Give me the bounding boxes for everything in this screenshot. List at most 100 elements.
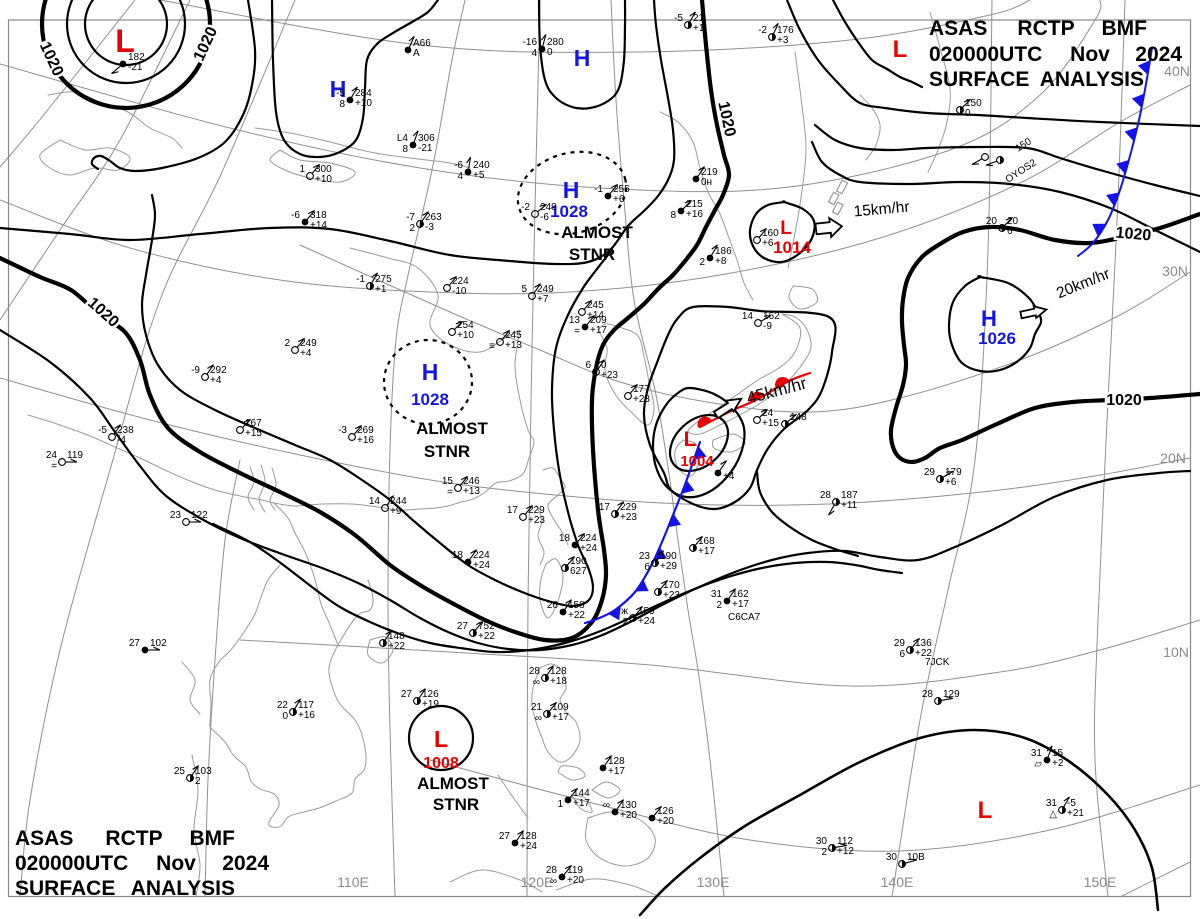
svg-text:119: 119 <box>67 450 83 461</box>
svg-text:30: 30 <box>886 852 898 863</box>
svg-text:C6CA7: C6CA7 <box>728 612 761 623</box>
svg-text:17: 17 <box>507 505 519 516</box>
svg-text:L: L <box>893 36 908 63</box>
svg-text:≡: ≡ <box>489 341 495 352</box>
svg-text:0: 0 <box>282 711 288 722</box>
svg-text:-4: -4 <box>117 435 126 446</box>
svg-text:+10: +10 <box>355 98 372 109</box>
svg-text:148: 148 <box>790 412 807 423</box>
svg-text:+12: +12 <box>837 846 854 857</box>
svg-text:+17: +17 <box>732 599 749 610</box>
svg-text:110E: 110E <box>337 874 369 890</box>
svg-text:∞: ∞ <box>533 677 540 688</box>
svg-text:7JCK: 7JCK <box>925 657 950 668</box>
svg-text:10N: 10N <box>1163 644 1189 660</box>
svg-text:0: 0 <box>601 360 607 371</box>
svg-text:2024: 2024 <box>222 852 269 875</box>
svg-text:H: H <box>563 177 580 203</box>
svg-text:+3: +3 <box>777 35 789 46</box>
svg-text:117: 117 <box>298 700 314 711</box>
svg-text:15: 15 <box>1052 748 1064 759</box>
svg-text:∞: ∞ <box>603 800 610 811</box>
svg-text:2: 2 <box>409 223 415 234</box>
svg-text:215: 215 <box>686 199 703 210</box>
svg-text:+20: +20 <box>567 875 584 886</box>
svg-text:-9: -9 <box>763 321 772 332</box>
svg-text:-6: -6 <box>540 212 549 223</box>
svg-text:14: 14 <box>369 496 381 507</box>
svg-text:31: 31 <box>711 589 723 600</box>
svg-text:119: 119 <box>567 865 583 876</box>
svg-text:-21: -21 <box>128 62 143 73</box>
svg-text:292: 292 <box>210 365 227 376</box>
svg-text:SURFACE: SURFACE <box>15 877 115 900</box>
svg-text:+14: +14 <box>587 310 604 321</box>
svg-text:+15: +15 <box>762 418 779 429</box>
svg-text:+4: +4 <box>210 375 222 386</box>
svg-text:224: 224 <box>473 550 490 561</box>
svg-text:+17: +17 <box>590 325 607 336</box>
svg-text:28: 28 <box>546 865 558 876</box>
svg-text:29: 29 <box>894 638 906 649</box>
svg-text:14: 14 <box>742 311 754 322</box>
svg-text:+15: +15 <box>245 428 262 439</box>
svg-text:+18: +18 <box>550 676 567 687</box>
svg-text:+17: +17 <box>698 546 715 557</box>
svg-text:31: 31 <box>1046 798 1058 809</box>
svg-text:150: 150 <box>965 98 982 109</box>
svg-text:Nov: Nov <box>156 852 196 875</box>
svg-text:L: L <box>780 218 792 239</box>
svg-text:144: 144 <box>573 788 590 799</box>
svg-text:+8: +8 <box>715 256 727 267</box>
svg-text:+24: +24 <box>638 616 655 627</box>
svg-text:229: 229 <box>528 505 545 516</box>
svg-text:2: 2 <box>622 617 628 628</box>
svg-text:187: 187 <box>841 490 858 501</box>
svg-text:6: 6 <box>1007 226 1013 237</box>
svg-text:+16: +16 <box>298 710 315 721</box>
svg-text:+17: +17 <box>573 798 590 809</box>
svg-text:229: 229 <box>620 502 637 513</box>
svg-text:179: 179 <box>945 467 962 478</box>
svg-text:-7: -7 <box>406 212 415 223</box>
svg-text:148: 148 <box>388 631 405 642</box>
svg-text:24: 24 <box>762 408 774 419</box>
svg-text:=: = <box>51 461 57 472</box>
svg-text:STNR: STNR <box>569 245 615 264</box>
svg-text:112: 112 <box>837 836 853 847</box>
svg-text:+23: +23 <box>601 370 618 381</box>
svg-text:А: А <box>413 48 420 59</box>
svg-text:25: 25 <box>174 766 186 777</box>
svg-text:+10: +10 <box>315 174 332 185</box>
svg-text:+24: +24 <box>473 560 490 571</box>
svg-text:+22: +22 <box>915 648 932 659</box>
svg-text:109: 109 <box>552 702 569 713</box>
svg-text:224: 224 <box>452 276 469 287</box>
svg-text:-1: -1 <box>356 274 365 285</box>
svg-text:ALMOST: ALMOST <box>416 419 488 438</box>
svg-text:30: 30 <box>816 836 828 847</box>
svg-text:+23: +23 <box>633 394 650 405</box>
svg-text:8: 8 <box>670 210 676 221</box>
svg-text:=: = <box>574 326 580 337</box>
svg-text:170: 170 <box>663 580 680 591</box>
svg-text:263: 263 <box>425 212 442 223</box>
svg-text:+16: +16 <box>357 435 374 446</box>
svg-text:224: 224 <box>580 533 597 544</box>
svg-text:+23: +23 <box>663 590 680 601</box>
svg-text:159: 159 <box>638 606 655 617</box>
svg-text:+19: +19 <box>422 699 439 710</box>
svg-text:20: 20 <box>986 216 998 227</box>
svg-text:+24: +24 <box>580 543 597 554</box>
svg-text:162: 162 <box>732 589 749 600</box>
svg-text:-5: -5 <box>1067 798 1076 809</box>
svg-text:+21: +21 <box>1067 808 1084 819</box>
svg-text:-2: -2 <box>521 202 530 213</box>
svg-text:1028: 1028 <box>550 202 588 221</box>
svg-text:177: 177 <box>633 384 650 395</box>
svg-text:240: 240 <box>473 160 490 171</box>
svg-text:STNR: STNR <box>424 442 470 461</box>
svg-text:190: 190 <box>570 556 587 567</box>
svg-text:6: 6 <box>585 360 591 371</box>
svg-text:H: H <box>981 306 997 331</box>
